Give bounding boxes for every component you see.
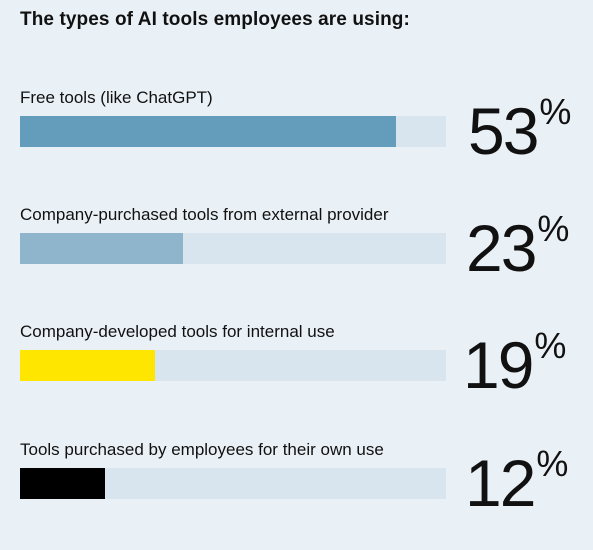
bar-track-1 bbox=[20, 233, 446, 264]
bar-track-3 bbox=[20, 468, 446, 499]
value-unit-3: % bbox=[536, 443, 569, 484]
chart-title: The types of AI tools employees are usin… bbox=[20, 9, 410, 30]
value-number-2: 19 bbox=[463, 328, 534, 402]
bar-0 bbox=[20, 116, 396, 147]
bar-row-1: Company-purchased tools from external pr… bbox=[0, 205, 593, 315]
bar-row-0: Free tools (like ChatGPT) 53 % bbox=[0, 88, 593, 198]
value-number-3: 12 bbox=[465, 446, 536, 520]
bar-2 bbox=[20, 350, 155, 381]
value-unit-1: % bbox=[537, 208, 570, 249]
bar-label-1: Company-purchased tools from external pr… bbox=[20, 205, 389, 224]
value-unit-2: % bbox=[534, 325, 567, 366]
bar-label-2: Company-developed tools for internal use bbox=[20, 322, 335, 341]
value-number-0: 53 bbox=[468, 94, 539, 168]
bar-label-0: Free tools (like ChatGPT) bbox=[20, 88, 213, 107]
bar-label-3: Tools purchased by employees for their o… bbox=[20, 440, 384, 459]
bar-track-0 bbox=[20, 116, 446, 147]
bar-1 bbox=[20, 233, 183, 264]
value-label-2: 19 % bbox=[463, 322, 567, 399]
value-unit-0: % bbox=[539, 91, 572, 132]
bar-track-2 bbox=[20, 350, 446, 381]
bar-3 bbox=[20, 468, 105, 499]
value-label-0: 53 % bbox=[468, 88, 572, 165]
value-label-1: 23 % bbox=[466, 205, 570, 282]
value-number-1: 23 bbox=[466, 211, 537, 285]
bar-row-3: Tools purchased by employees for their o… bbox=[0, 440, 593, 550]
bar-row-2: Company-developed tools for internal use… bbox=[0, 322, 593, 432]
value-label-3: 12 % bbox=[465, 440, 569, 517]
